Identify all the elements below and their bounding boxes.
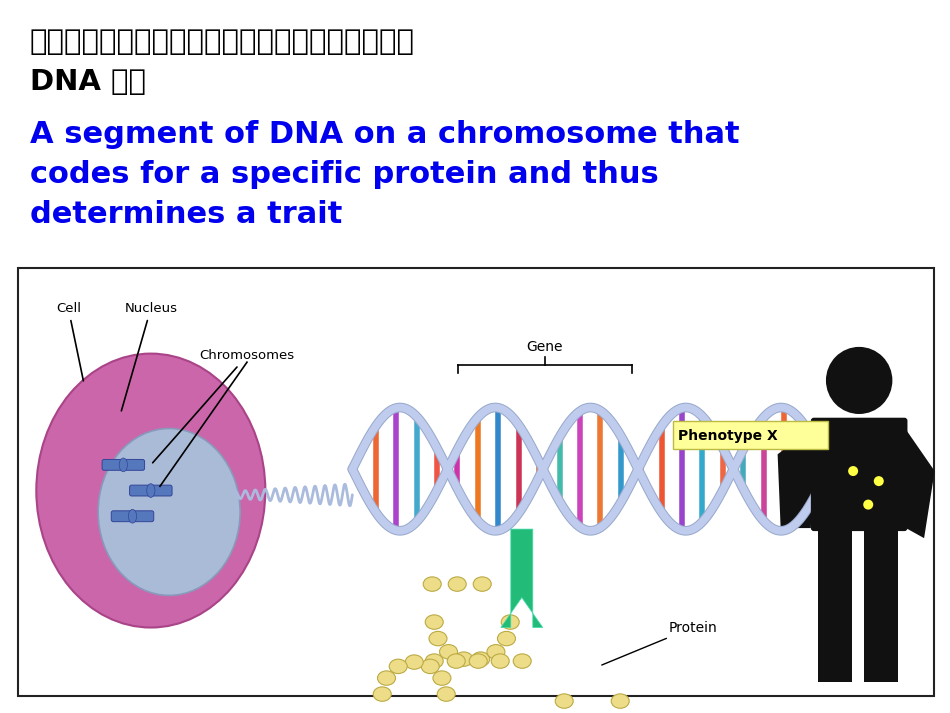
Ellipse shape — [455, 652, 473, 667]
Polygon shape — [501, 529, 542, 627]
Ellipse shape — [437, 687, 455, 702]
FancyBboxPatch shape — [811, 418, 907, 531]
Polygon shape — [818, 528, 851, 682]
Ellipse shape — [555, 694, 573, 708]
Text: Protein: Protein — [601, 620, 717, 665]
Ellipse shape — [447, 654, 466, 668]
Ellipse shape — [469, 654, 487, 668]
Bar — [673, 421, 828, 449]
Ellipse shape — [513, 654, 531, 668]
Ellipse shape — [423, 577, 441, 591]
Text: DNA 片段: DNA 片段 — [30, 68, 146, 96]
Text: determines a trait: determines a trait — [30, 200, 342, 229]
FancyBboxPatch shape — [111, 511, 154, 522]
Ellipse shape — [491, 654, 509, 668]
Ellipse shape — [36, 354, 265, 627]
Text: Cell: Cell — [56, 302, 84, 381]
Ellipse shape — [502, 615, 520, 630]
Ellipse shape — [433, 671, 451, 685]
Ellipse shape — [120, 458, 127, 472]
Polygon shape — [894, 427, 935, 538]
Text: codes for a specific protein and thus: codes for a specific protein and thus — [30, 160, 658, 189]
Ellipse shape — [848, 466, 858, 476]
Text: Gene: Gene — [526, 339, 563, 354]
FancyBboxPatch shape — [102, 459, 144, 471]
Ellipse shape — [426, 654, 444, 668]
Ellipse shape — [377, 671, 395, 685]
Ellipse shape — [440, 645, 458, 659]
Ellipse shape — [406, 655, 423, 670]
Ellipse shape — [421, 659, 439, 674]
Ellipse shape — [128, 509, 137, 523]
Ellipse shape — [487, 645, 504, 659]
Ellipse shape — [98, 429, 240, 595]
Ellipse shape — [472, 652, 489, 667]
Ellipse shape — [874, 476, 884, 486]
Ellipse shape — [473, 577, 491, 591]
Ellipse shape — [373, 687, 391, 702]
Ellipse shape — [429, 632, 447, 646]
Ellipse shape — [146, 483, 155, 498]
Ellipse shape — [498, 632, 516, 646]
Text: Nucleus: Nucleus — [122, 302, 178, 411]
FancyBboxPatch shape — [129, 485, 172, 496]
Text: A segment of DNA on a chromosome that: A segment of DNA on a chromosome that — [30, 120, 740, 149]
Text: Chromosomes: Chromosomes — [153, 349, 294, 463]
Ellipse shape — [448, 577, 466, 591]
Polygon shape — [864, 528, 899, 682]
Text: 染色体上编码一种特定的蛋白质并决定一种性状的: 染色体上编码一种特定的蛋白质并决定一种性状的 — [30, 28, 415, 56]
Ellipse shape — [864, 500, 873, 510]
Polygon shape — [778, 427, 814, 528]
Ellipse shape — [826, 347, 892, 414]
Ellipse shape — [426, 615, 444, 630]
Ellipse shape — [611, 694, 629, 708]
Ellipse shape — [390, 659, 408, 674]
Bar — [18, 268, 934, 696]
Text: Phenotype X: Phenotype X — [678, 429, 778, 443]
